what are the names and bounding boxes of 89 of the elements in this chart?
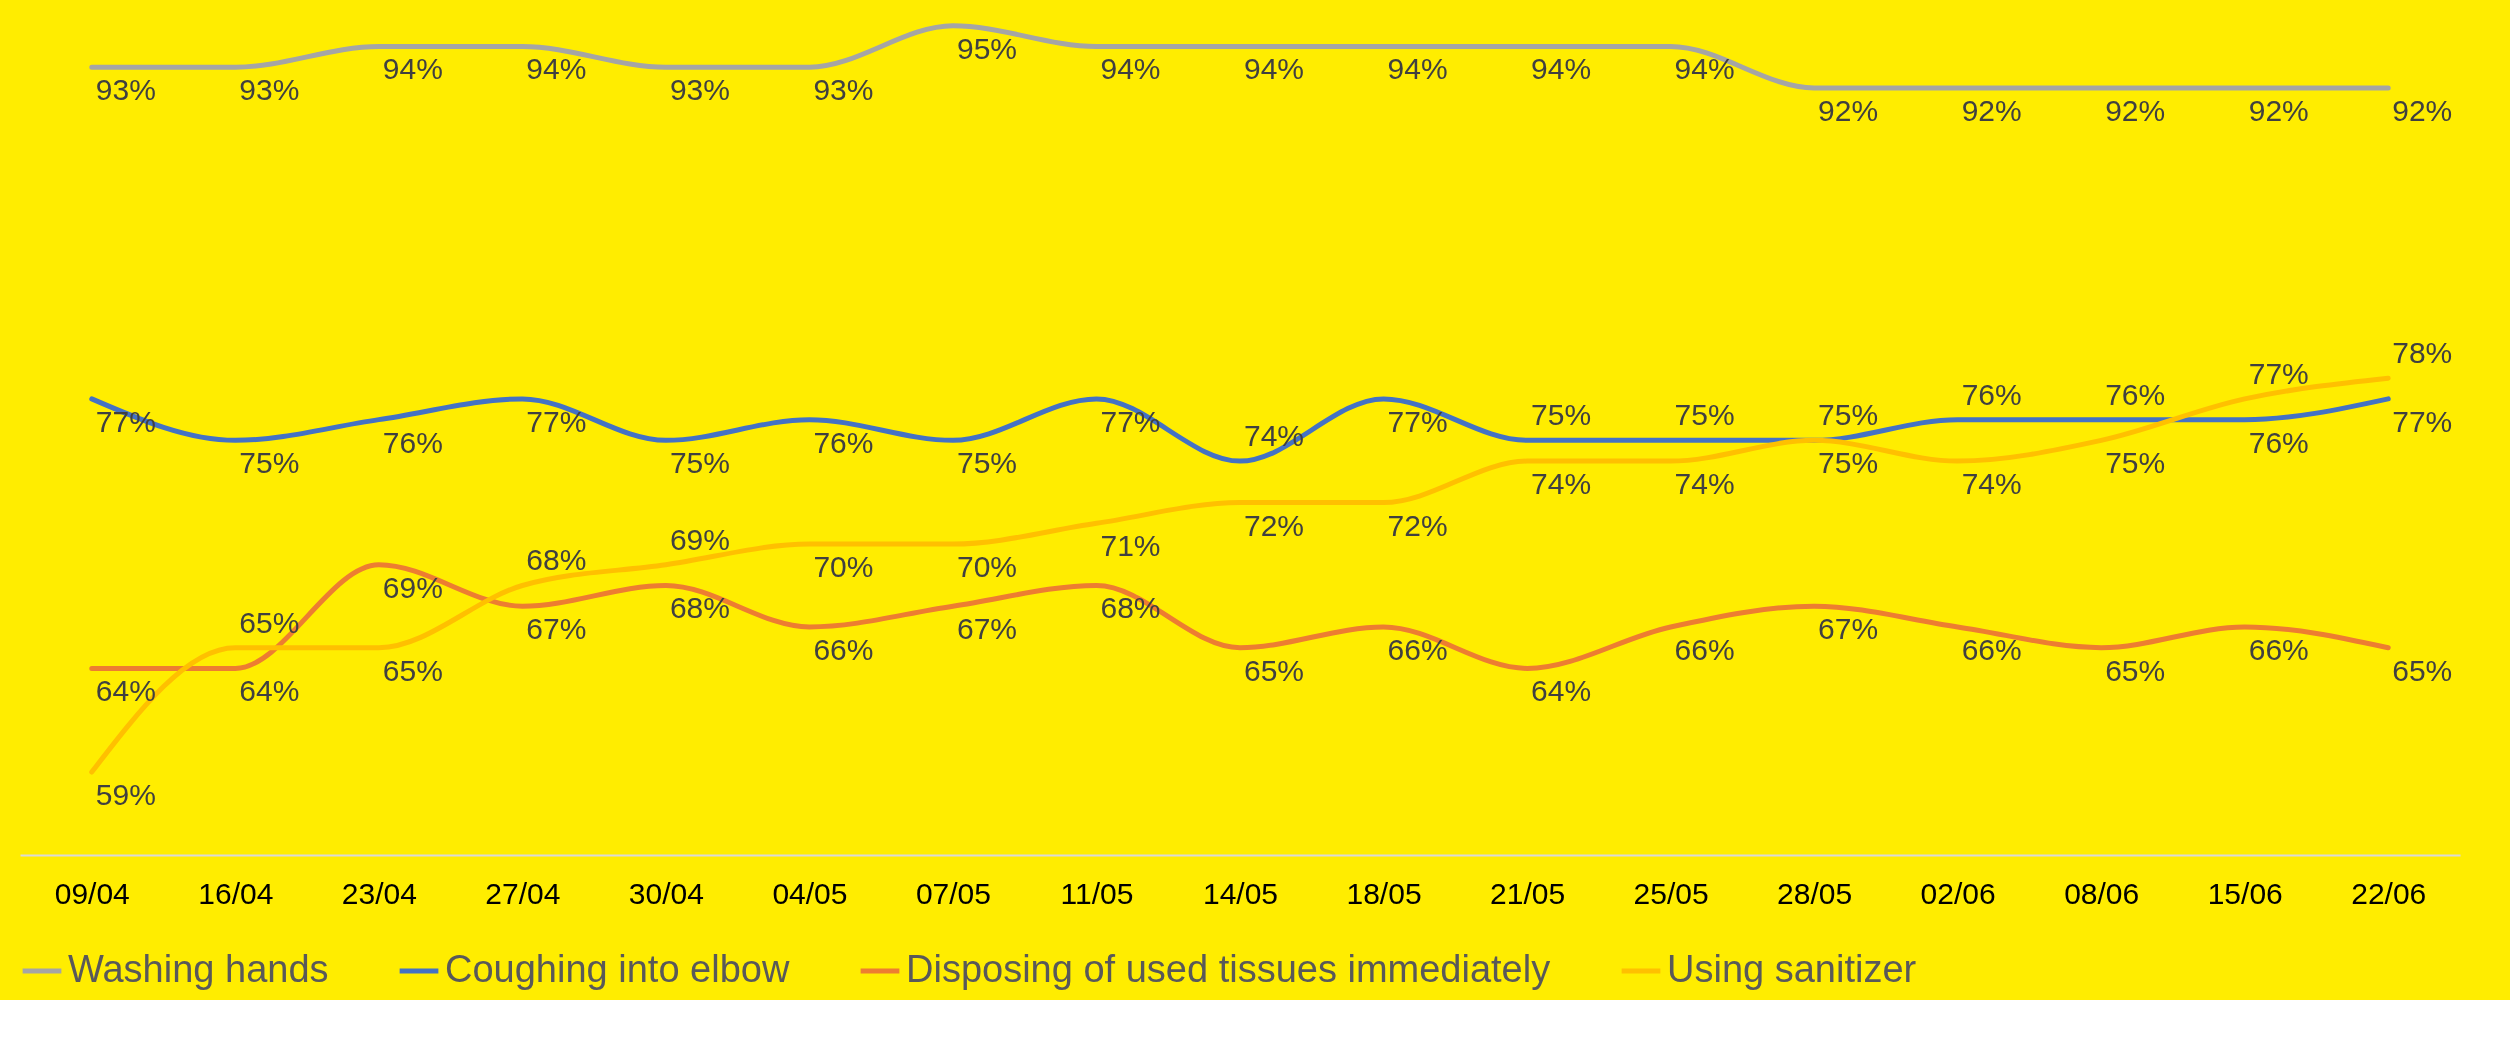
data-label: 75% xyxy=(956,446,1017,480)
data-label: 66% xyxy=(1674,632,1735,666)
x-tick-label: 15/06 xyxy=(2207,876,2283,910)
x-tick-label: 04/05 xyxy=(772,876,848,910)
x-tick-label: 16/04 xyxy=(198,876,274,910)
legend-label: Disposing of used tissues immediately xyxy=(906,948,1551,990)
data-label: 75% xyxy=(1818,398,1879,432)
data-label: 64% xyxy=(239,674,300,708)
data-label: 77% xyxy=(2248,356,2309,390)
data-label: 92% xyxy=(2248,93,2309,127)
data-label: 68% xyxy=(526,543,587,577)
data-label: 75% xyxy=(1531,398,1592,432)
data-label: 74% xyxy=(1531,467,1592,501)
x-tick-label: 30/04 xyxy=(628,876,704,910)
x-tick-label: 28/05 xyxy=(1777,876,1853,910)
data-label: 59% xyxy=(95,778,156,812)
data-label: 77% xyxy=(2392,404,2453,438)
data-label: 75% xyxy=(1818,446,1879,480)
x-tick-label: 08/06 xyxy=(2064,876,2140,910)
data-label: 94% xyxy=(1387,52,1448,86)
data-label: 94% xyxy=(1531,52,1592,86)
data-label: 65% xyxy=(2392,653,2453,687)
data-label: 94% xyxy=(1674,52,1735,86)
x-tick-label: 14/05 xyxy=(1202,876,1279,910)
data-label: 77% xyxy=(1100,404,1161,438)
data-label: 67% xyxy=(956,612,1017,646)
data-label: 93% xyxy=(669,73,730,107)
data-label: 70% xyxy=(956,550,1017,584)
data-label: 76% xyxy=(1961,377,2022,411)
data-label: 72% xyxy=(1244,508,1305,542)
data-label: 94% xyxy=(1100,52,1161,86)
x-tick-label: 18/05 xyxy=(1346,876,1422,910)
data-label: 70% xyxy=(813,550,874,584)
data-label: 67% xyxy=(526,612,587,646)
data-label: 67% xyxy=(1818,612,1879,646)
legend-label: Washing hands xyxy=(68,948,329,990)
data-label: 94% xyxy=(526,52,587,86)
data-label: 66% xyxy=(2248,632,2309,666)
data-label: 66% xyxy=(813,632,874,666)
data-label: 65% xyxy=(382,653,443,687)
data-label: 64% xyxy=(1531,674,1592,708)
data-label: 76% xyxy=(2248,425,2309,459)
x-tick-label: 22/06 xyxy=(2351,876,2427,910)
data-label: 92% xyxy=(2392,93,2453,127)
data-label: 95% xyxy=(956,31,1017,65)
data-label: 92% xyxy=(1961,93,2022,127)
data-label: 94% xyxy=(1244,52,1305,86)
legend-label: Using sanitizer xyxy=(1667,948,1917,990)
data-label: 75% xyxy=(2105,446,2166,480)
data-label: 77% xyxy=(1387,404,1448,438)
x-tick-label: 23/04 xyxy=(341,876,417,910)
data-label: 76% xyxy=(382,425,443,459)
x-tick-label: 11/05 xyxy=(1060,876,1134,910)
data-label: 93% xyxy=(813,73,874,107)
data-label: 72% xyxy=(1387,508,1448,542)
x-tick-label: 07/05 xyxy=(915,876,991,910)
data-label: 76% xyxy=(813,425,874,459)
data-label: 75% xyxy=(239,446,300,480)
x-tick-label: 09/04 xyxy=(54,876,130,910)
data-label: 77% xyxy=(526,404,587,438)
x-tick-label: 27/04 xyxy=(485,876,561,910)
data-label: 75% xyxy=(669,446,730,480)
data-label: 76% xyxy=(2105,377,2166,411)
data-label: 66% xyxy=(1387,632,1448,666)
data-label: 65% xyxy=(239,605,300,639)
data-label: 68% xyxy=(669,591,730,625)
data-label: 92% xyxy=(2105,93,2166,127)
data-label: 69% xyxy=(382,570,443,604)
data-label: 93% xyxy=(239,73,300,107)
data-label: 65% xyxy=(2105,653,2166,687)
data-label: 65% xyxy=(1244,653,1305,687)
data-label: 68% xyxy=(1100,591,1161,625)
data-label: 93% xyxy=(95,73,156,107)
data-label: 78% xyxy=(2392,336,2453,370)
data-label: 94% xyxy=(382,52,443,86)
data-label: 74% xyxy=(1674,467,1735,501)
data-label: 71% xyxy=(1100,529,1161,563)
data-label: 64% xyxy=(95,674,156,708)
legend-label: Coughing into elbow xyxy=(445,948,790,990)
data-label: 75% xyxy=(1674,398,1735,432)
x-tick-label: 02/06 xyxy=(1920,876,1996,910)
data-label: 69% xyxy=(669,522,730,556)
data-label: 74% xyxy=(1961,467,2022,501)
x-tick-label: 25/05 xyxy=(1633,876,1709,910)
data-label: 74% xyxy=(1244,419,1305,453)
data-label: 66% xyxy=(1961,632,2022,666)
x-tick-label: 21/05 xyxy=(1490,876,1566,910)
data-label: 77% xyxy=(95,404,156,438)
data-label: 92% xyxy=(1818,93,1879,127)
